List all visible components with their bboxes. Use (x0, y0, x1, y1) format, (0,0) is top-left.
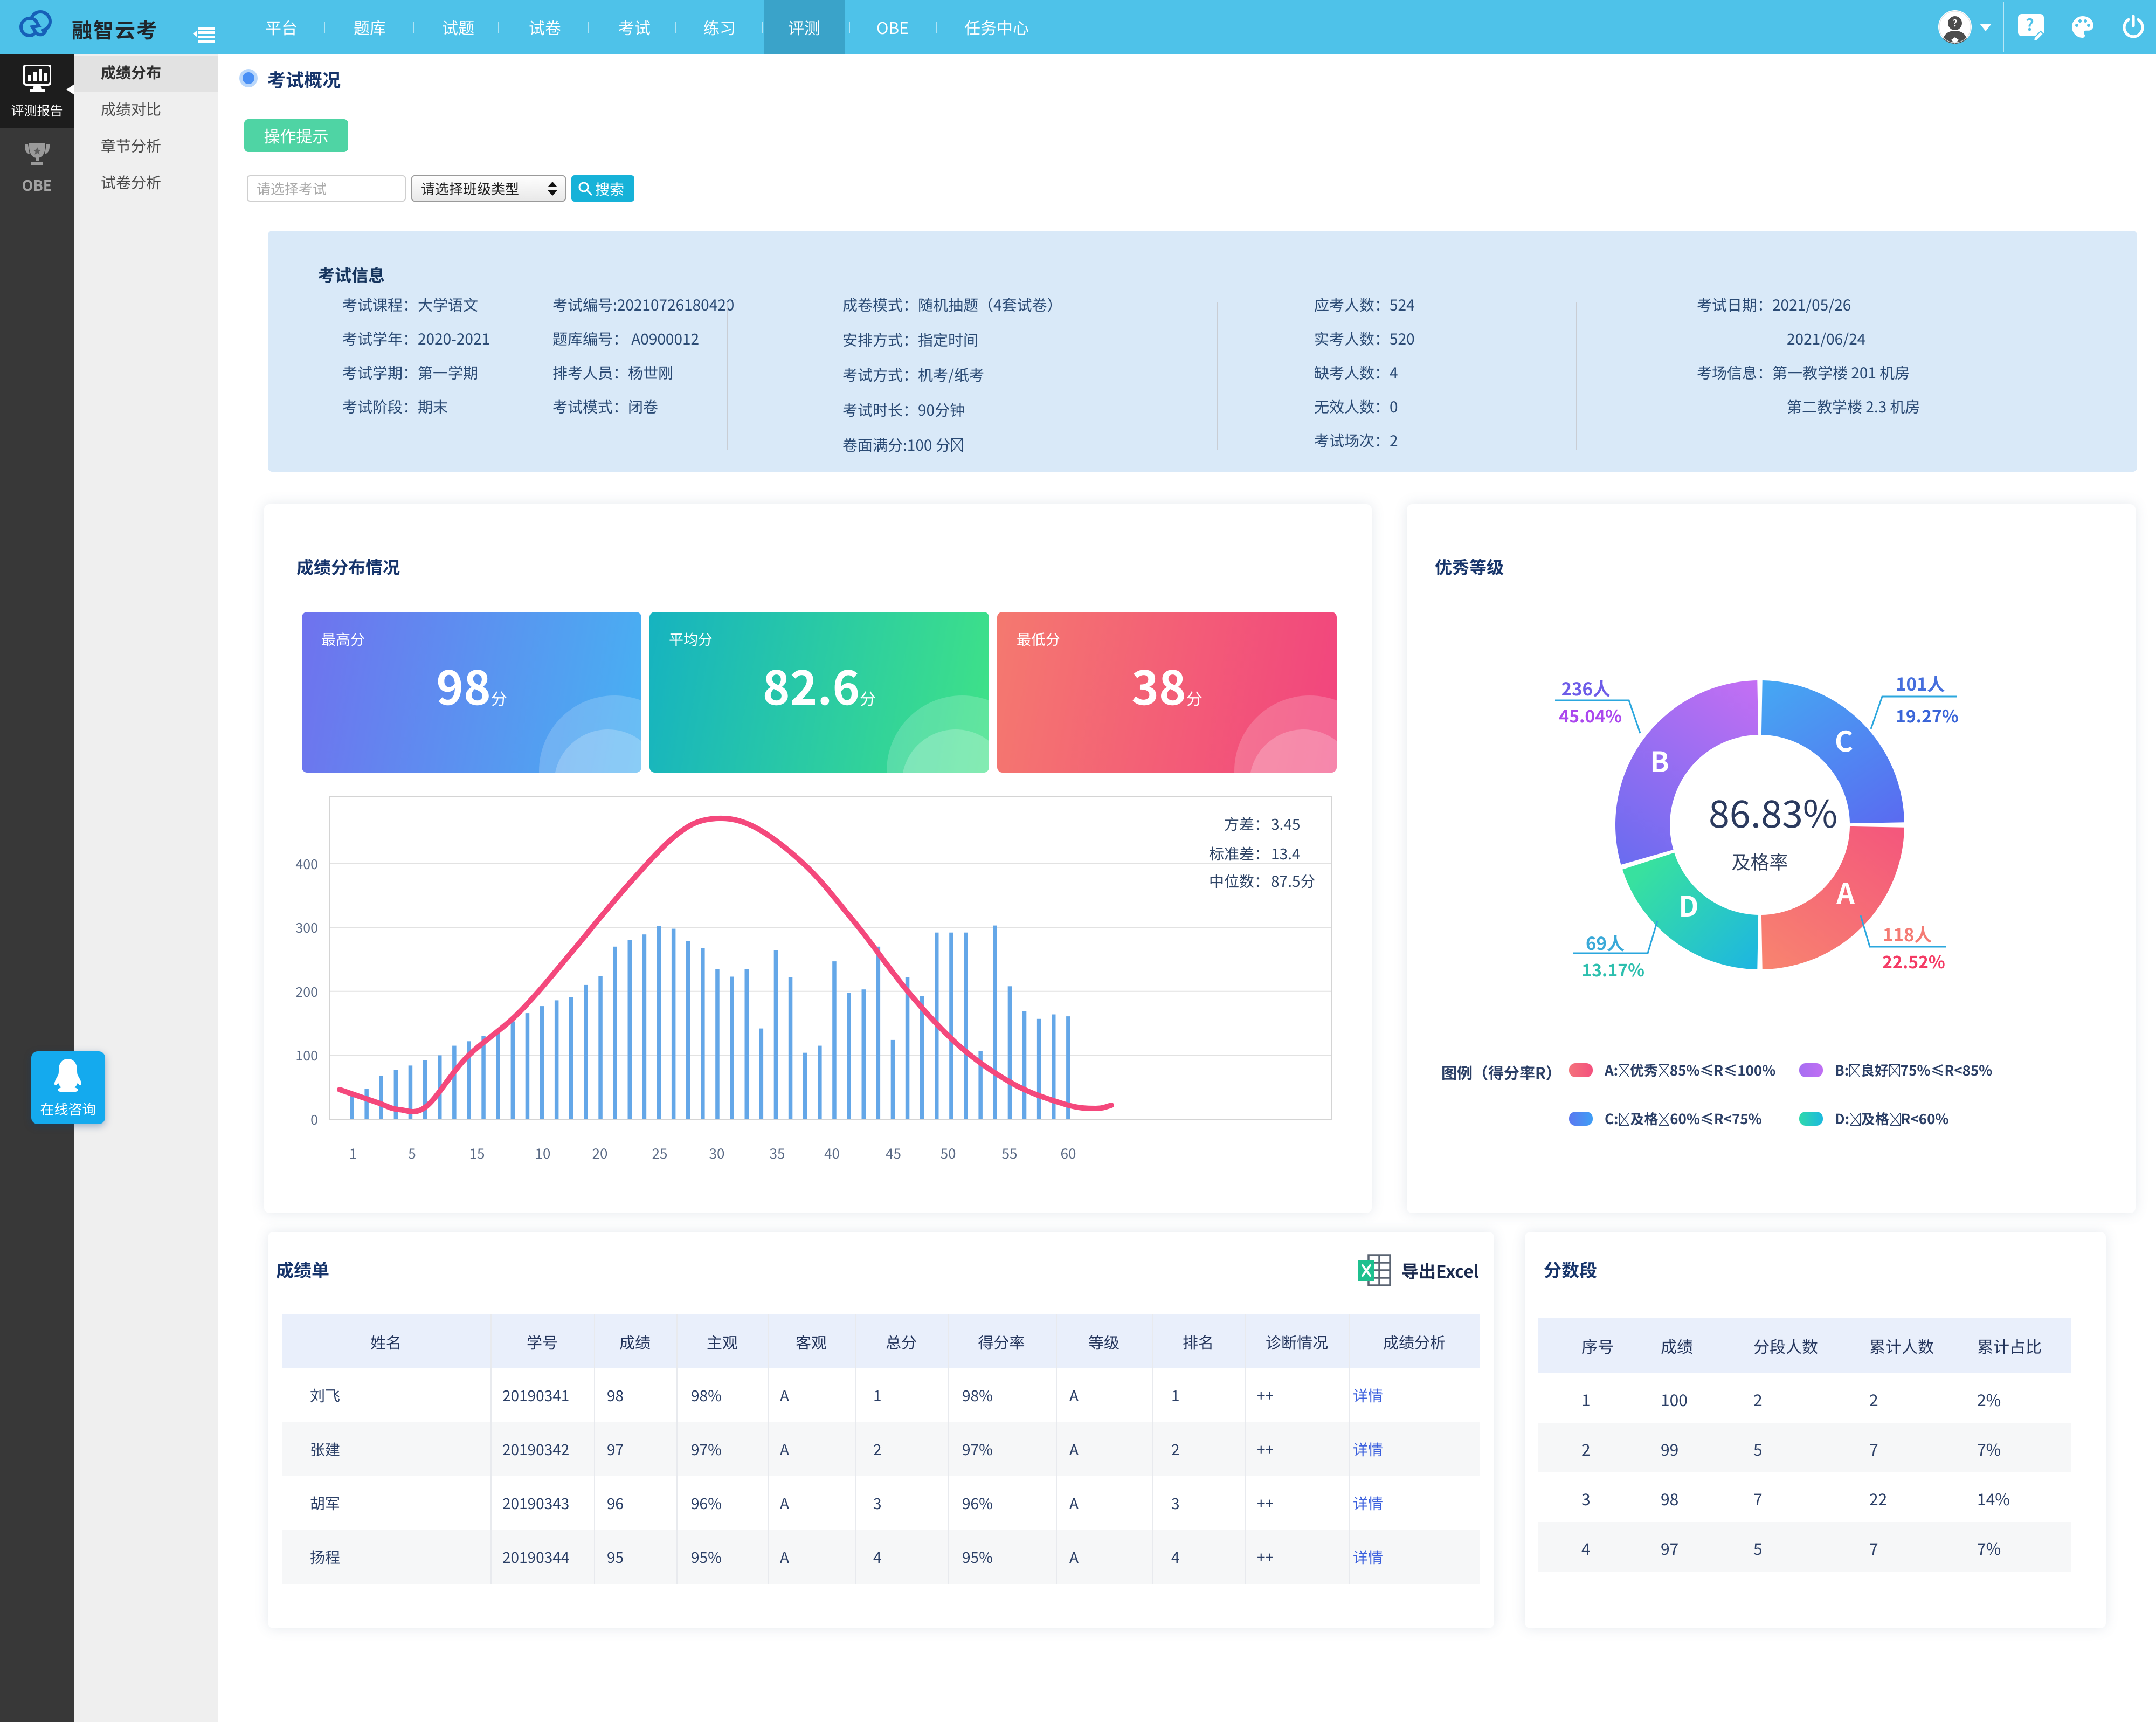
svg-text:B: B (1650, 740, 1669, 780)
svg-text:C: C (1835, 719, 1853, 760)
svg-text:?: ? (1953, 16, 1958, 29)
svg-text:A: A (1836, 871, 1855, 912)
svg-text:?: ? (2026, 14, 2034, 36)
svg-text:D: D (1678, 884, 1698, 925)
